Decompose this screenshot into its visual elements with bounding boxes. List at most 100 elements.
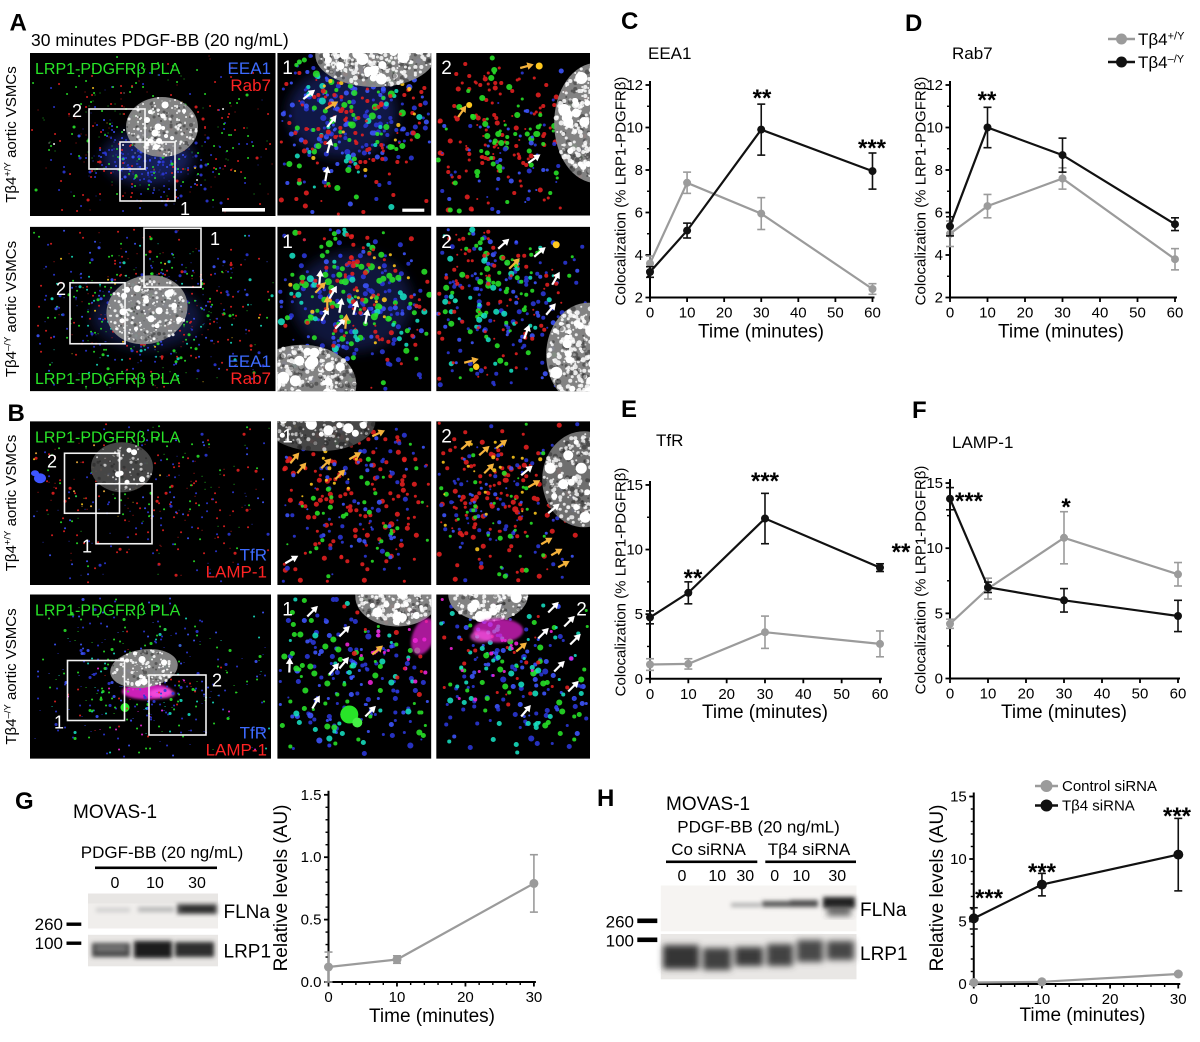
- svg-text:2: 2: [441, 232, 452, 253]
- svg-text:0.5: 0.5: [301, 912, 322, 929]
- svg-text:10: 10: [1034, 991, 1051, 1008]
- svg-text:20: 20: [1018, 686, 1035, 703]
- svg-text:0: 0: [646, 686, 654, 703]
- svg-text:1: 1: [282, 232, 293, 253]
- svg-text:10: 10: [980, 686, 997, 703]
- svg-text:LAMP-1: LAMP-1: [206, 562, 267, 581]
- svg-text:30: 30: [736, 868, 754, 885]
- svg-text:Colocalization (% LRP1-PDGFRβ): Colocalization (% LRP1-PDGFRβ): [913, 466, 930, 695]
- svg-text:Time (minutes): Time (minutes): [698, 322, 824, 343]
- svg-text:20: 20: [1017, 305, 1034, 322]
- svg-text:1: 1: [282, 426, 293, 447]
- svg-text:LRP1-PDGFRβ PLA: LRP1-PDGFRβ PLA: [35, 603, 181, 620]
- svg-text:60: 60: [1167, 305, 1184, 322]
- svg-text:100: 100: [35, 934, 63, 953]
- svg-text:1: 1: [82, 536, 92, 556]
- svg-text:15: 15: [950, 789, 967, 806]
- svg-text:10: 10: [626, 542, 643, 559]
- svg-text:1.0: 1.0: [301, 849, 322, 866]
- svg-text:Time (minutes): Time (minutes): [998, 322, 1124, 343]
- svg-text:15: 15: [926, 475, 943, 492]
- svg-text:LRP1-PDGFRβ PLA: LRP1-PDGFRβ PLA: [35, 61, 181, 78]
- svg-text:50: 50: [833, 686, 850, 703]
- svg-text:**: **: [753, 85, 772, 112]
- svg-text:0: 0: [958, 976, 966, 993]
- svg-text:0: 0: [970, 991, 978, 1008]
- svg-text:50: 50: [1129, 305, 1146, 322]
- svg-text:30: 30: [1054, 305, 1071, 322]
- svg-text:2: 2: [441, 426, 452, 447]
- svg-text:0: 0: [324, 989, 332, 1006]
- svg-text:20: 20: [718, 686, 735, 703]
- svg-text:30: 30: [753, 305, 770, 322]
- svg-text:10: 10: [679, 305, 696, 322]
- svg-text:0: 0: [678, 868, 687, 885]
- svg-text:***: ***: [1163, 803, 1192, 830]
- svg-text:LRP1: LRP1: [860, 944, 908, 965]
- svg-text:40: 40: [795, 686, 812, 703]
- svg-text:Time (minutes): Time (minutes): [1020, 1005, 1146, 1026]
- svg-text:2: 2: [56, 279, 66, 299]
- svg-text:1.5: 1.5: [301, 787, 322, 804]
- svg-text:LAMP-1: LAMP-1: [206, 741, 267, 760]
- svg-text:4: 4: [935, 247, 943, 264]
- svg-text:LRP1-PDGFRβ PLA: LRP1-PDGFRβ PLA: [35, 429, 181, 446]
- svg-text:30: 30: [1170, 991, 1187, 1008]
- svg-text:FLNa: FLNa: [860, 900, 907, 921]
- svg-text:8: 8: [935, 162, 943, 179]
- svg-text:40: 40: [1094, 686, 1111, 703]
- svg-text:***: ***: [975, 885, 1004, 912]
- svg-text:**: **: [892, 539, 911, 566]
- svg-text:PDGF-BB (20 ng/mL): PDGF-BB (20 ng/mL): [81, 843, 244, 862]
- svg-text:Colocalization (% LRP1-PDGFRβ): Colocalization (% LRP1-PDGFRβ): [613, 468, 630, 697]
- svg-text:10: 10: [792, 868, 810, 885]
- svg-text:F: F: [912, 397, 927, 424]
- svg-text:30 minutes PDGF-BB (20 ng/mL): 30 minutes PDGF-BB (20 ng/mL): [31, 30, 289, 50]
- svg-text:40: 40: [1092, 305, 1109, 322]
- svg-text:2: 2: [935, 290, 943, 307]
- svg-text:0: 0: [635, 671, 643, 688]
- svg-text:Rab7: Rab7: [952, 44, 993, 63]
- svg-text:***: ***: [751, 468, 780, 495]
- svg-text:2: 2: [212, 671, 222, 691]
- svg-text:Colocalization (% LRP1-PDGFRβ): Colocalization (% LRP1-PDGFRβ): [613, 77, 630, 306]
- svg-text:Relative levels (AU): Relative levels (AU): [927, 805, 948, 972]
- svg-text:H: H: [597, 785, 614, 812]
- svg-text:Rab7: Rab7: [230, 369, 271, 388]
- svg-text:Colocalization (% LRP1-PDGFRβ): Colocalization (% LRP1-PDGFRβ): [913, 77, 930, 306]
- svg-text:TfR: TfR: [240, 724, 267, 743]
- svg-text:Tβ4 siRNA: Tβ4 siRNA: [768, 840, 851, 859]
- svg-text:10: 10: [626, 120, 643, 137]
- svg-text:Rab7: Rab7: [230, 76, 271, 95]
- svg-text:5: 5: [635, 606, 643, 623]
- svg-text:12: 12: [926, 77, 943, 94]
- svg-text:15: 15: [626, 477, 643, 494]
- svg-text:Tβ4–/Y aortic VSMCs: Tβ4–/Y aortic VSMCs: [3, 241, 21, 377]
- svg-text:1: 1: [210, 229, 220, 249]
- svg-text:8: 8: [635, 162, 643, 179]
- svg-text:C: C: [621, 8, 638, 35]
- svg-text:***: ***: [858, 135, 887, 162]
- svg-text:TfR: TfR: [240, 545, 267, 564]
- svg-text:2: 2: [47, 451, 57, 471]
- svg-text:20: 20: [457, 989, 474, 1006]
- svg-text:0: 0: [770, 868, 779, 885]
- svg-text:Tβ4+/Y aortic VSMCs: Tβ4+/Y aortic VSMCs: [3, 435, 21, 572]
- svg-text:260: 260: [606, 913, 634, 932]
- svg-text:0: 0: [946, 305, 954, 322]
- svg-text:30: 30: [188, 875, 206, 892]
- svg-text:60: 60: [872, 686, 889, 703]
- svg-text:***: ***: [1028, 859, 1057, 886]
- svg-text:10: 10: [708, 868, 726, 885]
- svg-text:10: 10: [680, 686, 697, 703]
- svg-text:1: 1: [282, 58, 293, 79]
- svg-text:D: D: [905, 10, 922, 37]
- svg-text:60: 60: [1170, 686, 1187, 703]
- svg-text:G: G: [15, 788, 34, 815]
- svg-text:20: 20: [716, 305, 733, 322]
- svg-text:MOVAS-1: MOVAS-1: [666, 794, 750, 815]
- svg-text:Tβ4–/Y aortic VSMCs: Tβ4–/Y aortic VSMCs: [3, 608, 21, 744]
- svg-text:Relative levels (AU): Relative levels (AU): [271, 805, 292, 972]
- svg-text:1: 1: [180, 199, 190, 219]
- svg-text:50: 50: [1132, 686, 1149, 703]
